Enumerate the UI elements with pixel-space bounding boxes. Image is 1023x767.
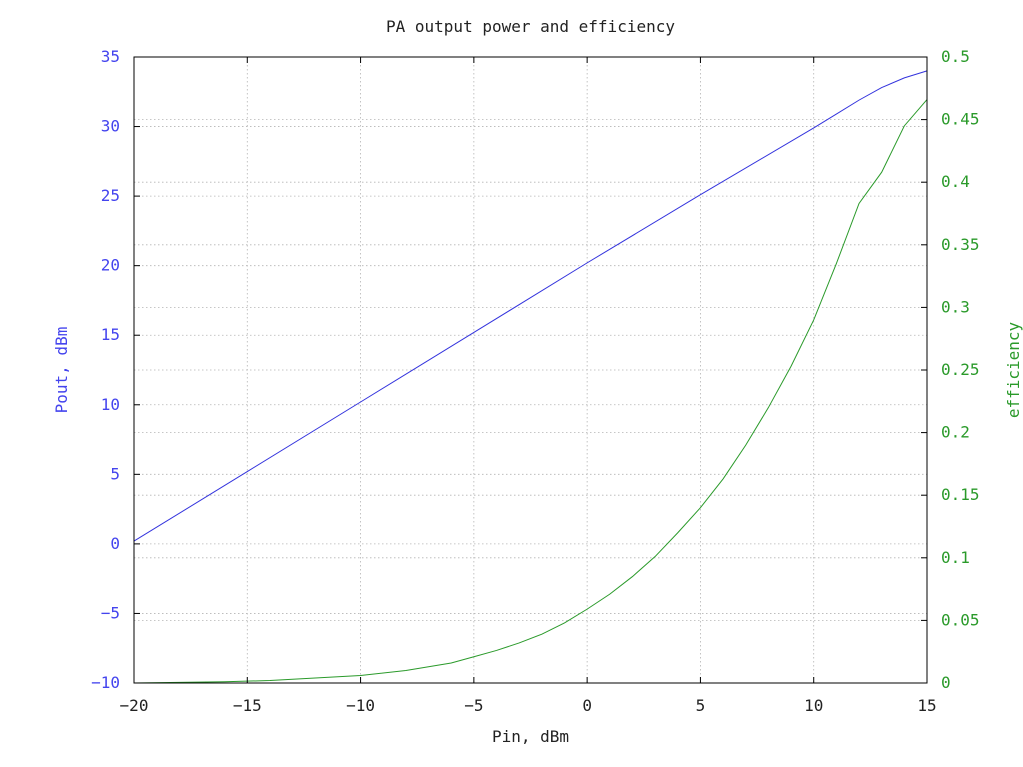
- y-left-tick-label: −10: [91, 673, 120, 692]
- efficiency-line: [133, 99, 928, 684]
- y-right-tick-label: 0.3: [941, 297, 970, 316]
- series-layer: [133, 70, 928, 684]
- x-tick-label: 10: [804, 696, 823, 715]
- x-tick-label: 15: [917, 696, 936, 715]
- y-right-tick-label: 0.5: [941, 47, 970, 66]
- y-axis-label-left: Pout, dBm: [52, 327, 71, 414]
- y-left-tick-label: −5: [101, 603, 120, 622]
- x-axis-label: Pin, dBm: [492, 727, 569, 746]
- x-tick-label: −20: [120, 696, 149, 715]
- y-left-tick-label: 25: [101, 186, 120, 205]
- chart-title: PA output power and efficiency: [386, 17, 675, 36]
- y-right-tick-label: 0.25: [941, 360, 980, 379]
- y-right-tick-label: 0: [941, 673, 951, 692]
- y-left-tick-label: 30: [101, 117, 120, 136]
- x-tick-label: 5: [696, 696, 706, 715]
- y-right-tick-label: 0.2: [941, 423, 970, 442]
- y-left-tick-label: 15: [101, 325, 120, 344]
- y-right-tick-label: 0.45: [941, 110, 980, 129]
- x-tick-label: −10: [346, 696, 375, 715]
- y-left-tick-label: 5: [110, 464, 120, 483]
- y-axis-label-right: efficiency: [1004, 321, 1023, 418]
- y-right-tick-label: 0.1: [941, 548, 970, 567]
- y-right-tick-label: 0.15: [941, 485, 980, 504]
- grid-layer: [134, 57, 927, 683]
- y-left-tick-label: 0: [110, 534, 120, 553]
- pout-line: [133, 70, 928, 542]
- y-right-tick-label: 0.4: [941, 172, 970, 191]
- y-left-tick-label: 20: [101, 256, 120, 275]
- ticks-layer: −20 −15 −10 −5 0 5 10 15 35 30 25 20 15 10 5 0 −5 −10 0.5 0…: [91, 47, 979, 715]
- x-tick-label: −5: [464, 696, 483, 715]
- y-right-tick-label: 0.35: [941, 235, 980, 254]
- x-tick-label: −15: [233, 696, 262, 715]
- y-left-tick-label: 10: [101, 395, 120, 414]
- y-right-tick-label: 0.05: [941, 610, 980, 629]
- y-left-tick-label: 35: [101, 47, 120, 66]
- x-tick-label: 0: [582, 696, 592, 715]
